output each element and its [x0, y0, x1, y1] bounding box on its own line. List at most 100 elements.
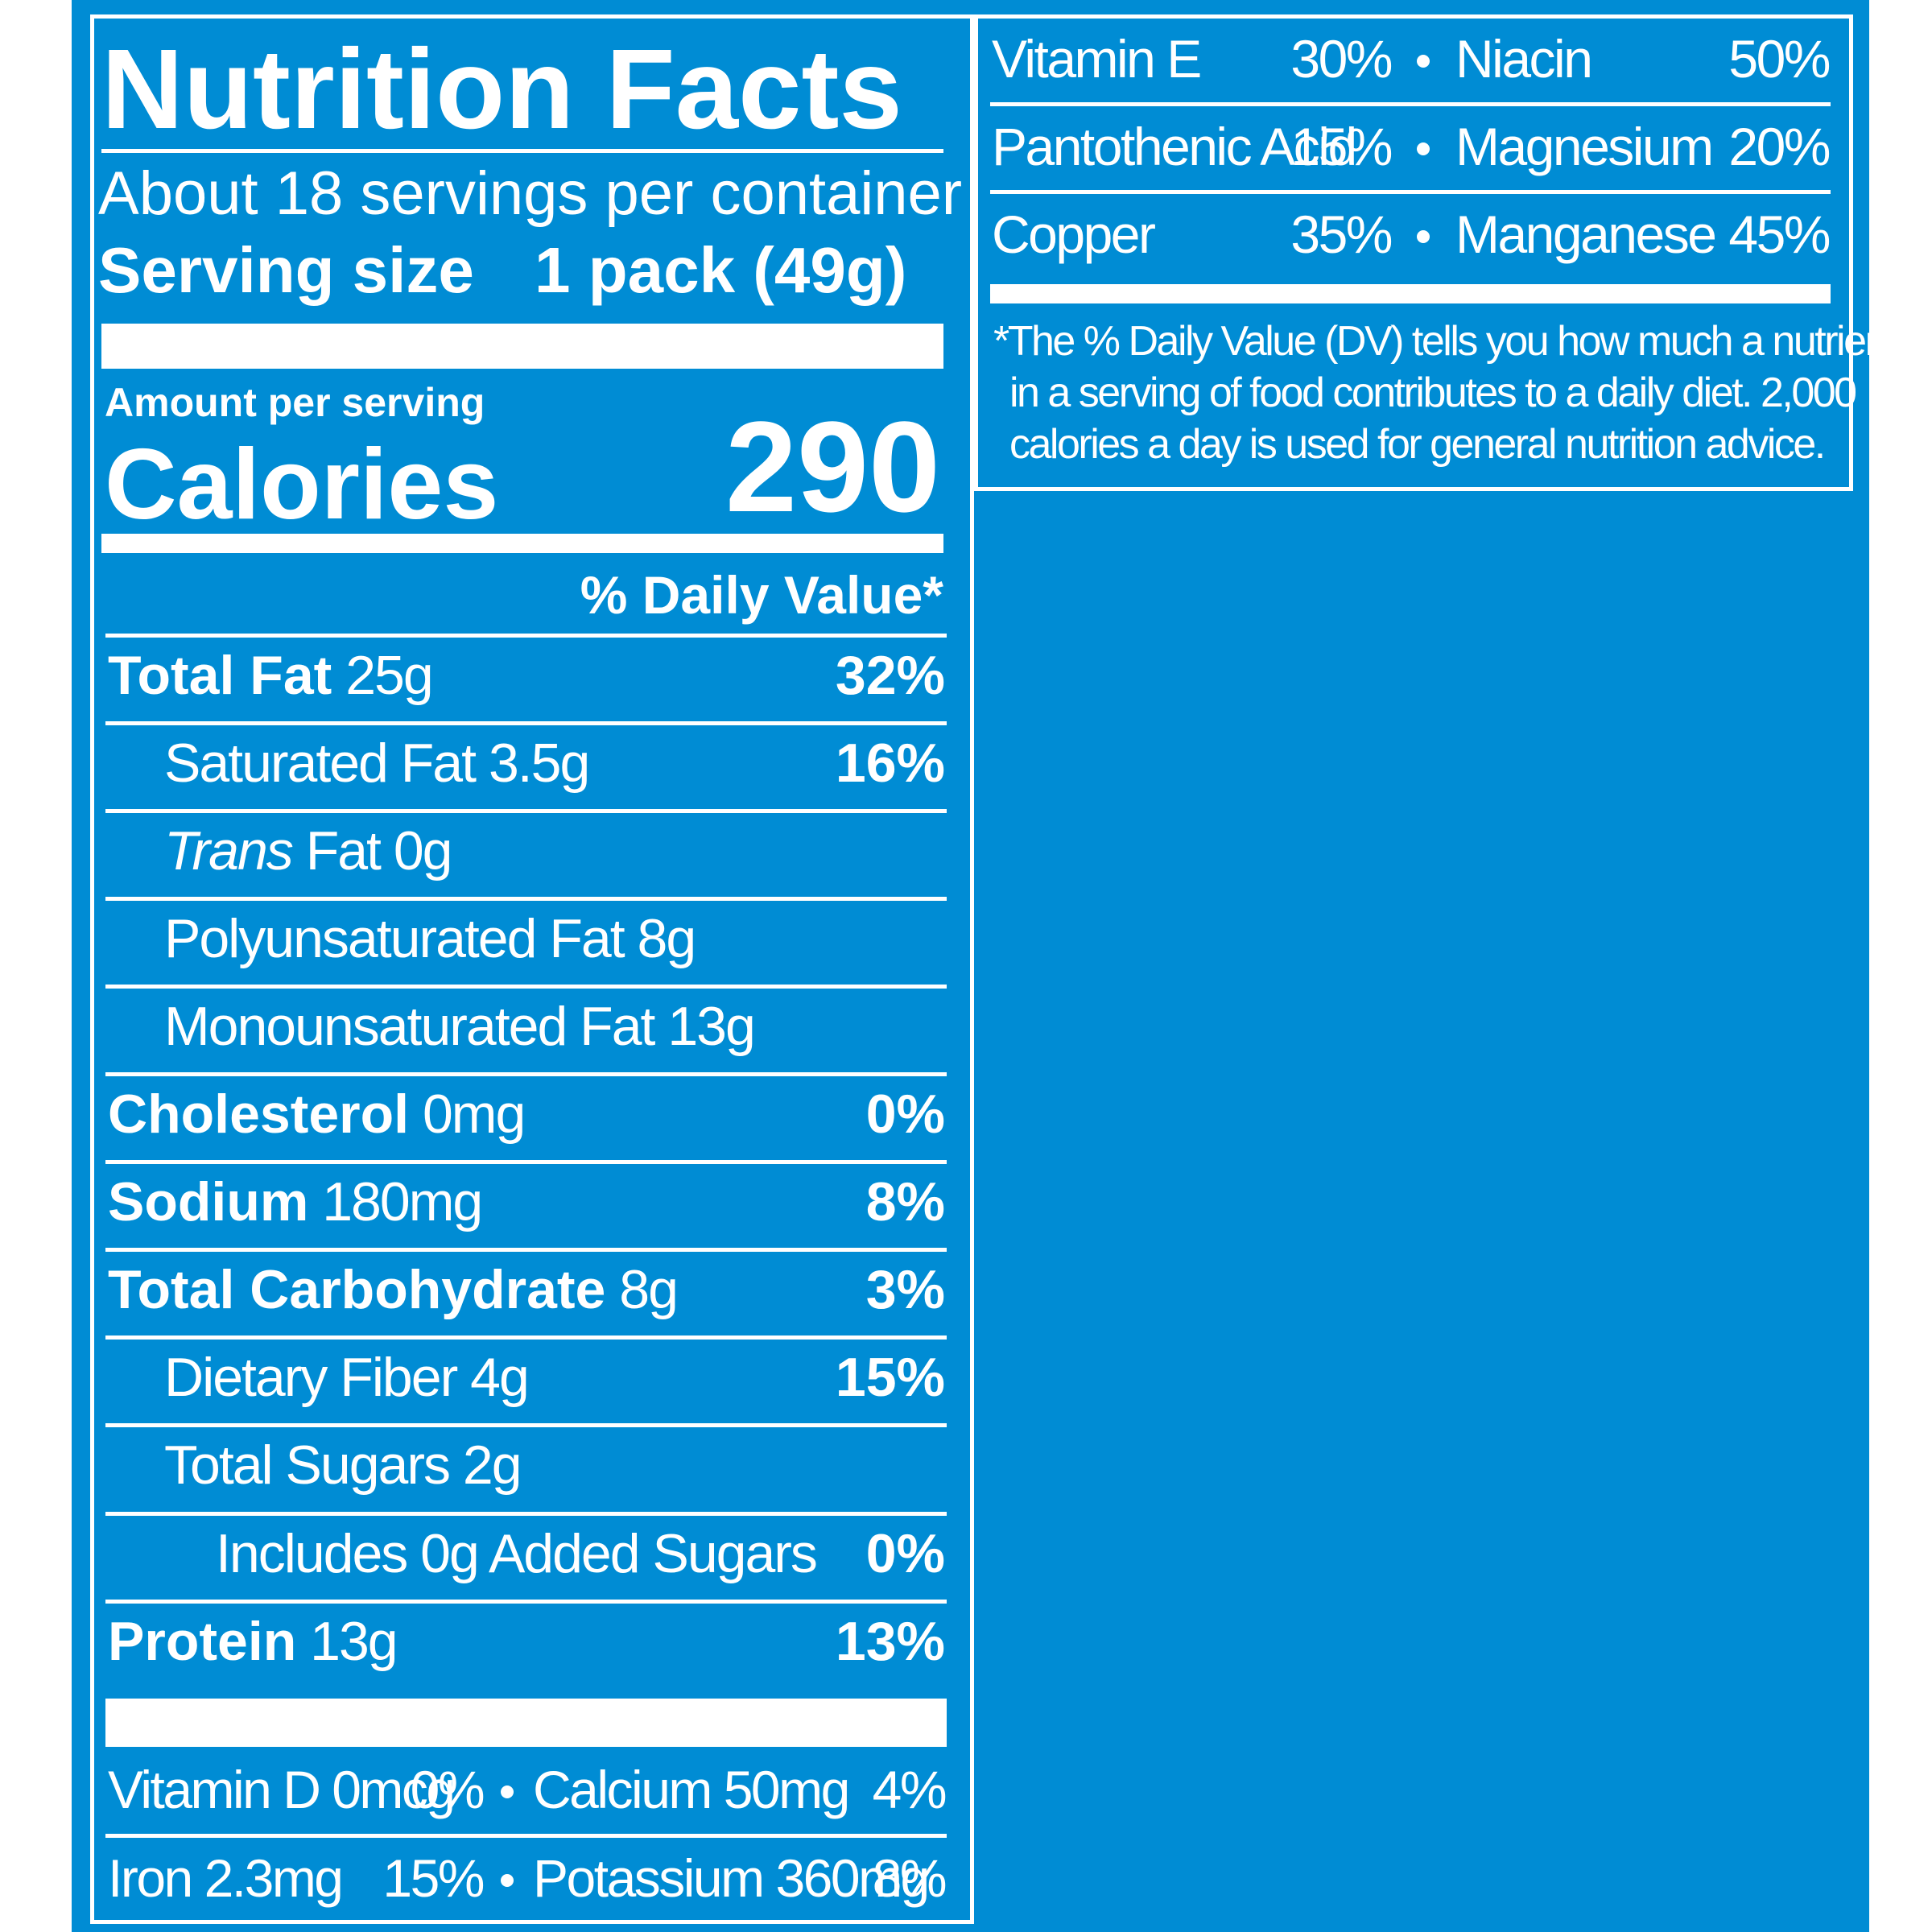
mineral-daily-value: 15% [382, 1848, 485, 1908]
medium-divider [101, 534, 943, 553]
mineral-daily-value: 4% [872, 1760, 947, 1819]
nutrient-row: Trans Fat 0g [164, 824, 452, 878]
nutrient-name-italic: Trans [164, 820, 294, 881]
bullet-icon [1417, 55, 1430, 68]
servings-per-container: About 18 servings per container [98, 159, 963, 228]
divider [105, 985, 947, 989]
divider [105, 1834, 947, 1838]
vitamin-daily-value: 30% [1290, 29, 1393, 89]
calories-label: Calories [105, 429, 499, 540]
nutrient-amount: 8g [619, 1259, 679, 1320]
nutrient-amount: 8g [637, 908, 697, 969]
nutrient-daily-value: 16% [835, 733, 945, 794]
nutrient-name: Total Carbohydrate [108, 1259, 606, 1320]
mineral-name: Iron 2.3mg [108, 1848, 344, 1908]
nutrient-name: Includes 0g Added Sugars [216, 1523, 818, 1584]
bullet-icon [501, 1785, 514, 1798]
nutrient-amount: 180mg [322, 1171, 483, 1232]
vitamins-box [974, 14, 1853, 491]
nutrient-row: Cholesterol 0mg [108, 1087, 526, 1141]
nutrient-row: Total Fat 25g [108, 645, 434, 706]
vitamin-name: Magnesium [1455, 117, 1714, 176]
vitamin-name: Niacin [1455, 29, 1593, 89]
nutrient-amount: 4g [470, 1347, 530, 1408]
vitamin-daily-value: 35% [1290, 204, 1393, 264]
mineral-daily-value: 8% [872, 1848, 947, 1908]
divider [105, 721, 947, 725]
vitamin-name: Vitamin E [992, 29, 1202, 89]
nutrient-row: Saturated Fat 3.5g [164, 733, 590, 794]
nutrient-amount: 13g [667, 996, 755, 1057]
bullet-icon [1417, 142, 1430, 155]
divider [990, 190, 1831, 194]
nutrient-daily-value: 0% [865, 1084, 945, 1145]
nutrient-row: Total Carbohydrate 8g [108, 1259, 679, 1320]
nutrient-row: Total Sugars 2g [164, 1438, 522, 1492]
nutrient-name: Dietary Fiber [164, 1347, 458, 1408]
nutrient-amount: 2g [462, 1435, 522, 1496]
vitamin-name: Pantothenic Acid [992, 117, 1357, 176]
thick-divider [105, 1699, 947, 1747]
divider [105, 1072, 947, 1076]
divider [105, 897, 947, 901]
nutrient-name: Polyunsaturated Fat [164, 908, 625, 969]
mineral-daily-value: 0% [410, 1760, 485, 1819]
divider [105, 1423, 947, 1427]
footnote-line-1: *The % Daily Value (DV) tells you how mu… [993, 318, 1897, 365]
nutrition-facts-title: Nutrition Facts [101, 25, 902, 152]
footnote-line-3: calories a day is used for general nutri… [1009, 421, 1826, 468]
divider [105, 1248, 947, 1252]
mineral-name: Calcium 50mg [533, 1760, 850, 1819]
nutrient-daily-value: 32% [835, 645, 945, 706]
mineral-name: Vitamin D 0mcg [108, 1760, 456, 1819]
nutrition-facts-box [90, 14, 974, 1924]
nutrient-name: Cholesterol [108, 1084, 410, 1145]
divider [101, 149, 943, 153]
medium-divider [990, 284, 1831, 303]
nutrient-amount: 0mg [422, 1084, 526, 1145]
nutrient-daily-value: 13% [835, 1611, 945, 1672]
thick-divider [101, 324, 943, 369]
nutrient-amount: 0g [393, 820, 453, 881]
nutrient-daily-value: 3% [865, 1259, 945, 1320]
nutrient-row: Polyunsaturated Fat 8g [164, 908, 697, 969]
nutrient-name: Sodium [108, 1171, 309, 1232]
nutrient-row: Sodium 180mg [108, 1171, 483, 1232]
divider [105, 1512, 947, 1516]
serving-size-value: 1 pack (49g) [535, 234, 907, 306]
nutrient-row: Includes 0g Added Sugars [216, 1523, 818, 1584]
nutrient-row: Dietary Fiber 4g [164, 1347, 530, 1408]
serving-size-label: Serving size [98, 234, 474, 306]
nutrient-daily-value: 15% [835, 1347, 945, 1408]
divider [105, 1600, 947, 1604]
nutrient-name: Saturated Fat [164, 733, 477, 794]
divider [105, 809, 947, 813]
daily-value-header: % Daily Value* [580, 565, 943, 625]
divider [105, 1335, 947, 1340]
nutrient-name: Protein [108, 1611, 297, 1672]
divider [105, 634, 947, 638]
vitamin-name: Copper [992, 204, 1156, 264]
vitamin-daily-value: 15% [1290, 117, 1393, 176]
nutrient-row: Protein 13g [108, 1611, 398, 1672]
mineral-name: Potassium 360mg [533, 1848, 930, 1908]
nutrient-amount: 3.5g [488, 733, 590, 794]
nutrient-name: Total Fat [108, 645, 332, 706]
nutrient-daily-value: 8% [865, 1171, 945, 1232]
vitamin-daily-value: 20% [1728, 117, 1831, 176]
calories-value: 290 [725, 394, 940, 539]
nutrient-amount: 25g [345, 645, 433, 706]
divider [105, 1160, 947, 1164]
nutrient-name: Monounsaturated Fat [164, 996, 655, 1057]
divider [990, 102, 1831, 106]
footnote-line-2: in a serving of food contributes to a da… [1009, 369, 1857, 416]
bullet-icon [1417, 230, 1430, 243]
nutrient-name: Fat [305, 820, 382, 881]
vitamin-daily-value: 50% [1728, 29, 1831, 89]
amount-per-serving: Amount per serving [105, 380, 485, 425]
nutrient-amount: 13g [310, 1611, 398, 1672]
nutrient-row: Monounsaturated Fat 13g [164, 996, 756, 1057]
vitamin-daily-value: 45% [1728, 204, 1831, 264]
vitamin-name: Manganese [1455, 204, 1717, 264]
bullet-icon [501, 1874, 514, 1887]
